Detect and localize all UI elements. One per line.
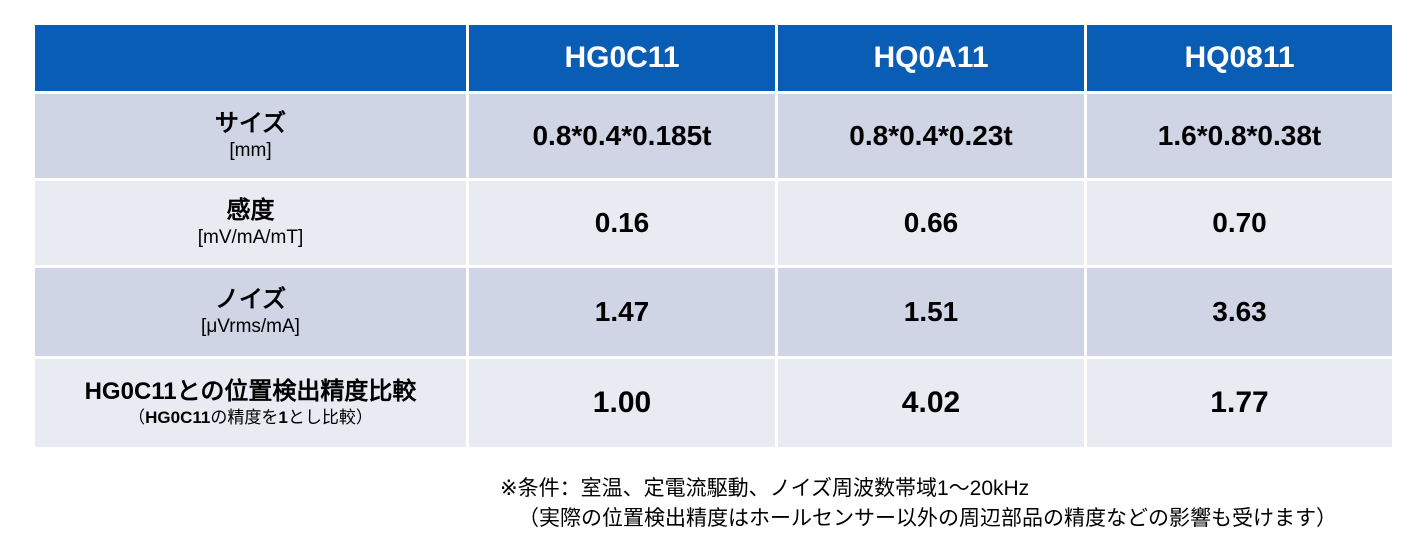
header-hq0a11: HQ0A11 <box>775 22 1087 94</box>
header-hg0c11: HG0C11 <box>466 22 778 94</box>
row-unit: [mm] <box>229 140 272 161</box>
note-mid: の精度を <box>210 408 279 427</box>
row-header-noise: ノイズ [μVrms/mA] <box>32 265 469 359</box>
cell-value: 0.16 <box>466 178 778 268</box>
note-suffix: とし比較） <box>287 408 373 427</box>
row-unit: [mV/mA/mT] <box>197 227 304 248</box>
cell-value: 0.8*0.4*0.185t <box>466 91 778 181</box>
row-header-size: サイズ [mm] <box>32 91 469 181</box>
row-header-accuracy: HG0C11との位置検出精度比較 （HG0C11の精度を1とし比較） <box>32 356 469 450</box>
note-number: 1 <box>278 408 288 427</box>
header-row: HG0C11 HQ0A11 HQ0811 <box>32 22 1395 94</box>
row-title: 感度 <box>226 197 275 224</box>
condition-note: ※条件：室温、定電流駆動、ノイズ周波数帯域1～20kHz <box>500 477 1030 500</box>
disclaimer-note: （実際の位置検出精度はホールセンサー以外の周辺部品の精度などの影響も受けます） <box>518 507 1337 530</box>
cell-value: 0.66 <box>775 178 1087 268</box>
cell-value: 4.02 <box>775 356 1087 450</box>
row-title: ノイズ <box>214 286 287 313</box>
header-corner <box>32 22 469 94</box>
row-unit: [μVrms/mA] <box>201 316 300 337</box>
row-header-sensitivity: 感度 [mV/mA/mT] <box>32 178 469 268</box>
comparison-table: HG0C11 HQ0A11 HQ0811 サイズ [mm] 0.8*0.4*0.… <box>32 22 1395 450</box>
row-sensitivity: 感度 [mV/mA/mT] 0.16 0.66 0.70 <box>32 178 1395 268</box>
header-hq0811: HQ0811 <box>1084 22 1395 94</box>
row-title: HG0C11との位置検出精度比較 <box>84 378 417 405</box>
cell-value: 1.47 <box>466 265 778 359</box>
cell-value: 1.6*0.8*0.38t <box>1084 91 1395 181</box>
footnotes: ※条件：室温、定電流駆動、ノイズ周波数帯域1～20kHz （実際の位置検出精度は… <box>500 474 1337 534</box>
row-note: （HG0C11の精度を1とし比較） <box>35 407 466 429</box>
cell-value: 0.8*0.4*0.23t <box>775 91 1087 181</box>
cell-value: 1.77 <box>1084 356 1395 450</box>
note-model: HG0C11 <box>145 408 211 427</box>
cell-value: 0.70 <box>1084 178 1395 268</box>
cell-value: 1.51 <box>775 265 1087 359</box>
row-noise: ノイズ [μVrms/mA] 1.47 1.51 3.63 <box>32 265 1395 359</box>
cell-value: 1.00 <box>466 356 778 450</box>
cell-value: 3.63 <box>1084 265 1395 359</box>
row-size: サイズ [mm] 0.8*0.4*0.185t 0.8*0.4*0.23t 1.… <box>32 91 1395 181</box>
row-title: サイズ <box>214 110 287 137</box>
row-accuracy: HG0C11との位置検出精度比較 （HG0C11の精度を1とし比較） 1.00 … <box>32 356 1395 450</box>
note-prefix: （ <box>128 408 146 427</box>
